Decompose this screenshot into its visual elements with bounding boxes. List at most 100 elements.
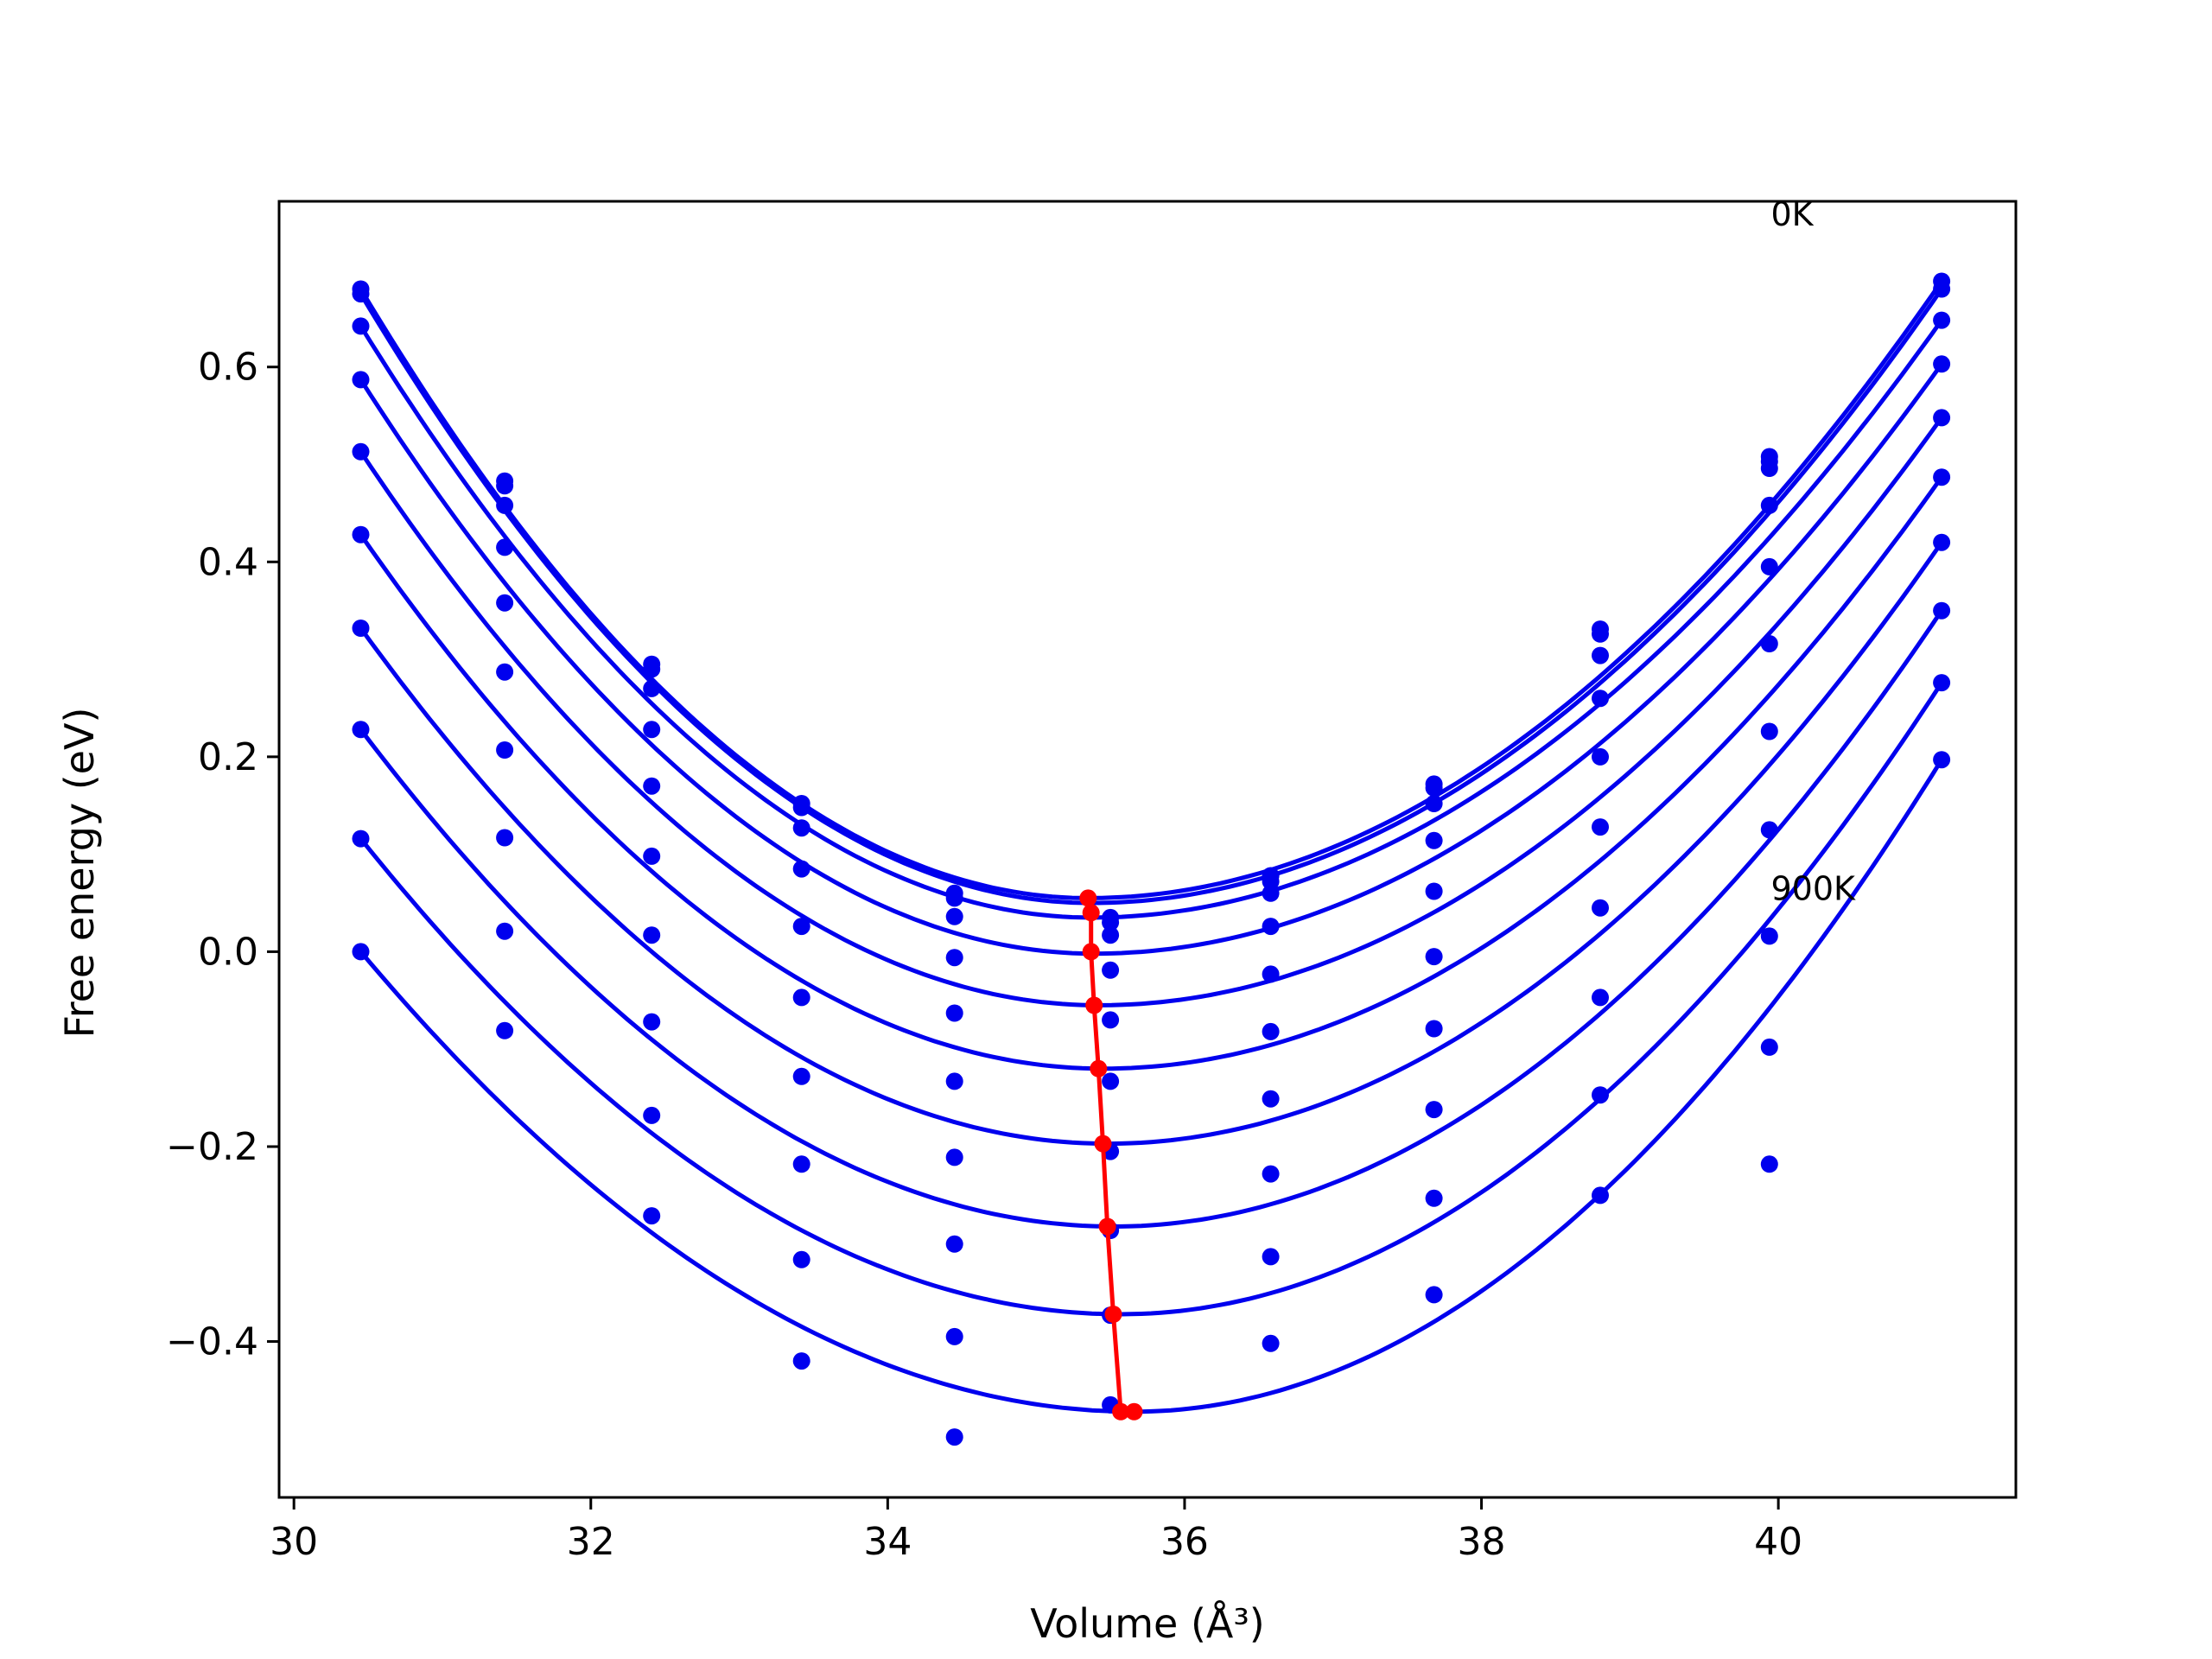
minimum-point xyxy=(1098,1217,1116,1236)
data-point xyxy=(1262,1334,1280,1352)
plot-area-background xyxy=(279,201,2016,1497)
data-point xyxy=(1933,355,1951,373)
fit-curve-4 xyxy=(359,416,1944,1007)
data-point xyxy=(1592,690,1609,708)
data-point xyxy=(1425,882,1443,900)
data-point xyxy=(1592,988,1609,1007)
x-axis-ticks: 30 32 34 36 38 40 xyxy=(270,1497,1802,1564)
minimum-point xyxy=(1082,943,1100,961)
data-point xyxy=(945,1235,963,1253)
data-point xyxy=(1262,1090,1280,1108)
data-point xyxy=(1933,280,1951,298)
data-point xyxy=(792,860,810,878)
data-point xyxy=(1760,460,1778,477)
data-point xyxy=(1592,747,1609,766)
data-point xyxy=(1102,1011,1120,1029)
data-point xyxy=(1760,722,1778,741)
data-point xyxy=(792,988,810,1007)
y-tick-label: −0.2 xyxy=(166,1125,258,1169)
data-point xyxy=(496,922,514,940)
data-point xyxy=(496,538,514,556)
x-tick-label: 38 xyxy=(1458,1520,1506,1564)
minima-line-layer xyxy=(1079,889,1143,1421)
data-point xyxy=(643,660,661,678)
minimum-point xyxy=(1090,1059,1108,1077)
data-point xyxy=(1262,965,1280,983)
data-point xyxy=(1933,751,1951,769)
data-point xyxy=(1592,899,1609,917)
data-point xyxy=(1425,795,1443,812)
data-point xyxy=(352,442,370,461)
data-point xyxy=(1760,821,1778,839)
data-point xyxy=(496,741,514,759)
data-point xyxy=(352,285,370,303)
minimum-point xyxy=(1112,1402,1130,1421)
minimum-point xyxy=(1079,889,1097,907)
fit-curve-6 xyxy=(359,541,1944,1147)
fit-curve-8 xyxy=(359,681,1944,1317)
data-point xyxy=(352,525,370,543)
y-axis-label: Free energy (eV) xyxy=(56,708,103,1039)
fit-curve-9 xyxy=(359,758,1944,1414)
data-point xyxy=(1933,409,1951,427)
data-point xyxy=(352,371,370,389)
x-tick-label: 32 xyxy=(567,1520,615,1564)
fit-curve-5 xyxy=(359,475,1944,1071)
data-point xyxy=(1760,496,1778,514)
data-point xyxy=(792,1352,810,1370)
data-point xyxy=(1425,1286,1443,1304)
data-point xyxy=(496,1021,514,1039)
data-point xyxy=(1425,779,1443,797)
data-point xyxy=(945,949,963,967)
fit-curve-0 xyxy=(359,280,1944,900)
data-point xyxy=(496,663,514,681)
data-point xyxy=(1933,468,1951,486)
y-tick-label: 0.0 xyxy=(198,930,258,974)
data-point xyxy=(496,829,514,847)
data-point xyxy=(496,496,514,514)
data-point xyxy=(1592,1086,1609,1104)
data-point xyxy=(352,721,370,739)
y-tick-label: −0.4 xyxy=(166,1320,258,1364)
minimum-point xyxy=(1104,1306,1122,1323)
y-tick-label: 0.4 xyxy=(198,540,258,584)
data-point xyxy=(1102,961,1120,979)
data-point xyxy=(1262,1022,1280,1040)
data-point xyxy=(792,1250,810,1268)
data-point xyxy=(1425,1020,1443,1038)
data-point xyxy=(1102,913,1120,931)
minimum-point xyxy=(1082,904,1100,922)
y-axis-ticks: −0.4 −0.2 0.0 0.2 0.4 0.6 xyxy=(166,346,279,1364)
data-point xyxy=(1425,1189,1443,1207)
data-point xyxy=(1592,818,1609,836)
data-point xyxy=(1262,1248,1280,1266)
data-point xyxy=(945,1148,963,1166)
data-point xyxy=(1592,625,1609,643)
data-point xyxy=(643,926,661,944)
data-point xyxy=(1262,918,1280,936)
plot-frame xyxy=(277,200,2018,1499)
data-point xyxy=(352,620,370,637)
minima-line xyxy=(1085,897,1135,1414)
data-point xyxy=(643,679,661,697)
minimum-point xyxy=(1094,1135,1112,1153)
data-point xyxy=(1102,926,1120,944)
data-point xyxy=(1933,311,1951,329)
x-tick-label: 34 xyxy=(863,1520,912,1564)
x-tick-label: 36 xyxy=(1160,1520,1209,1564)
x-axis-label: Volume (Å³) xyxy=(1030,1600,1265,1647)
data-point xyxy=(945,1327,963,1345)
temperature-annotation: 0K xyxy=(1771,195,1815,233)
data-point xyxy=(1760,635,1778,652)
data-point xyxy=(1425,948,1443,966)
data-point xyxy=(1592,646,1609,664)
data-point xyxy=(352,317,370,335)
minimum-point xyxy=(1125,1402,1143,1421)
data-point xyxy=(1592,1186,1609,1205)
data-point xyxy=(643,847,661,865)
data-point xyxy=(643,721,661,739)
data-point xyxy=(1933,533,1951,551)
x-tick-label: 40 xyxy=(1754,1520,1802,1564)
fit-curves-layer xyxy=(359,280,1944,1414)
